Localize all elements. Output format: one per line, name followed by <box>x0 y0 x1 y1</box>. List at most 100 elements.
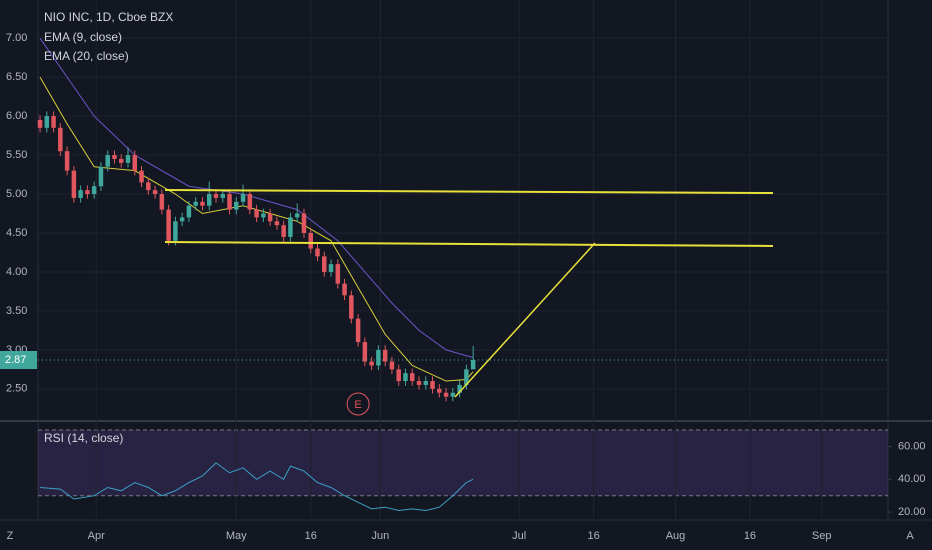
y-tick-label: 5.50 <box>6 149 27 161</box>
rsi-line <box>39 462 474 511</box>
x-tick-label: 16 <box>587 530 599 542</box>
y-tick-label: 5.00 <box>6 188 27 200</box>
candle-body <box>179 217 185 222</box>
candle-body <box>206 194 212 206</box>
candle-body <box>193 201 198 206</box>
candle-body <box>416 381 422 385</box>
last-price-badge <box>0 351 37 369</box>
candle-body <box>112 155 117 159</box>
candle-body <box>166 209 171 241</box>
candle-body <box>301 213 307 233</box>
rsi-tick-label: 60.00 <box>898 440 926 452</box>
last-price-label: 2.87 <box>5 354 26 366</box>
candle-body <box>355 318 361 343</box>
scale-button[interactable] <box>2 527 18 545</box>
rsi-tick-label: 20.00 <box>898 506 926 518</box>
candle-body <box>315 248 320 257</box>
scale-button-label[interactable]: Z <box>7 530 14 542</box>
candle-body <box>328 264 334 272</box>
candle-body <box>159 194 165 210</box>
candle-body <box>64 151 70 171</box>
candle-body <box>44 116 50 128</box>
y-tick-label: 3.50 <box>6 305 27 317</box>
candle-body <box>200 201 205 206</box>
candle-body <box>240 194 246 202</box>
candle-body <box>173 221 178 241</box>
x-tick-label: Jun <box>372 530 390 542</box>
candle-body <box>335 264 341 284</box>
x-tick-label: 16 <box>744 530 756 542</box>
candle-body <box>403 373 408 382</box>
candle-body <box>267 213 273 222</box>
candle-body <box>342 283 347 296</box>
candle-body <box>389 361 395 370</box>
chart-title: NIO INC, 1D, Cboe BZX <box>44 10 173 24</box>
legend-entry: EMA (9, close) <box>44 30 122 44</box>
x-tick-label: 16 <box>305 530 317 542</box>
candle-body <box>78 190 83 198</box>
grid <box>38 0 892 520</box>
candle-body <box>118 158 124 163</box>
candle-body <box>430 381 435 389</box>
candle-body <box>281 225 286 237</box>
candle-body <box>322 256 327 272</box>
rsi-band <box>38 430 888 496</box>
candle-body <box>213 194 219 198</box>
y-tick-label: 4.00 <box>6 266 27 278</box>
candle-body <box>125 155 131 163</box>
earnings-marker <box>346 392 370 416</box>
candle-body <box>105 155 110 167</box>
x-tick-label: Jul <box>512 530 526 542</box>
candle-body <box>234 201 239 210</box>
candle-body <box>288 217 293 237</box>
candle-body <box>220 194 226 198</box>
candle-body <box>308 232 313 249</box>
candle-body <box>450 392 456 397</box>
candle-body <box>470 360 476 370</box>
x-tick-label: Aug <box>666 530 686 542</box>
y-tick-label: 2.50 <box>6 383 27 395</box>
candle-body <box>349 295 354 319</box>
drawn-trend-line <box>454 242 596 398</box>
y-tick-label: 7.00 <box>6 32 27 44</box>
candle-body <box>423 381 429 385</box>
candle-body <box>58 127 63 152</box>
candle-body <box>254 209 259 218</box>
marks <box>37 37 888 511</box>
x-tick-label: Apr <box>88 530 105 542</box>
candle-body <box>132 155 138 171</box>
y-tick-label: 4.50 <box>6 227 27 239</box>
candle-body <box>409 373 415 382</box>
drawn-support-line <box>164 241 774 247</box>
candle-body <box>261 213 266 218</box>
x-tick-label: May <box>226 530 247 542</box>
candle-body <box>91 186 97 195</box>
candle-body <box>37 120 43 128</box>
candle-body <box>85 190 90 195</box>
candle-body <box>437 388 442 393</box>
auto-button-label[interactable]: A <box>906 530 914 542</box>
candle-body <box>396 369 401 382</box>
candle-body <box>51 116 56 128</box>
candle-body <box>376 349 381 366</box>
candle-body <box>294 213 300 218</box>
ema-line <box>39 76 474 382</box>
candle-body <box>443 392 449 397</box>
rsi-title: RSI (14, close) <box>44 431 123 445</box>
candle-body <box>382 349 388 362</box>
candle-body <box>247 194 253 210</box>
drawn-resistance-line <box>164 189 774 194</box>
earnings-marker-label: E <box>354 399 361 411</box>
candle-body <box>227 194 232 210</box>
candle-body <box>464 369 469 385</box>
candle-body <box>71 170 77 198</box>
x-tick-label: Sep <box>812 530 832 542</box>
legend-entry: EMA (20, close) <box>44 49 129 63</box>
candle-body <box>98 166 104 187</box>
candle-body <box>139 170 144 183</box>
candle-body <box>274 221 280 226</box>
y-tick-label: 6.50 <box>6 71 27 83</box>
